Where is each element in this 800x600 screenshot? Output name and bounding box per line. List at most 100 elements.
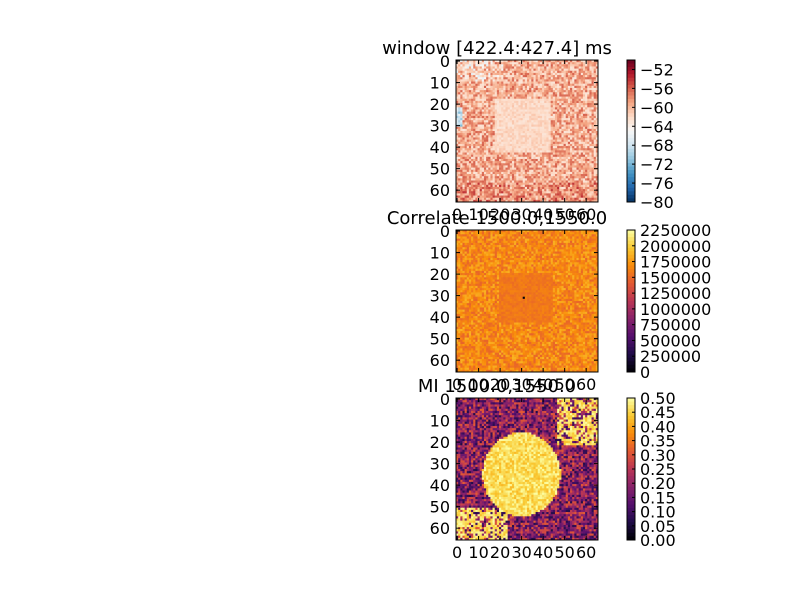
heatmap-cell — [570, 240, 573, 244]
heatmap-cell — [511, 180, 515, 183]
heatmap-cell — [494, 115, 498, 119]
heatmap-cell — [593, 174, 597, 177]
x-tick-label: 20 — [490, 205, 510, 224]
heatmap-cell — [466, 156, 470, 160]
heatmap-cell — [468, 85, 472, 89]
heatmap-cell — [486, 143, 489, 147]
heatmap-cell — [593, 242, 597, 246]
heatmap-cell — [574, 232, 577, 235]
heatmap-cell — [522, 139, 526, 143]
heatmap-cell — [559, 81, 562, 85]
heatmap-cell — [505, 68, 508, 72]
heatmap-cell — [514, 163, 517, 166]
heatmap-cell — [490, 81, 493, 85]
heatmap-cell — [466, 115, 470, 119]
heatmap-cell — [483, 143, 487, 147]
heatmap-cell — [595, 62, 599, 65]
heatmap-cell — [574, 94, 577, 97]
heatmap-cell — [511, 139, 515, 143]
heatmap-cell — [550, 81, 554, 85]
heatmap-cell — [550, 154, 554, 158]
heatmap-cell — [539, 158, 543, 162]
heatmap-cell — [570, 195, 573, 199]
heatmap-cell — [475, 171, 478, 175]
heatmap-cell — [572, 163, 575, 166]
heatmap-cell — [557, 163, 560, 166]
heatmap-cell — [535, 98, 539, 102]
heatmap-cell — [535, 107, 539, 110]
heatmap-cell — [531, 98, 534, 102]
heatmap-cell — [471, 79, 474, 82]
heatmap-cell — [520, 135, 524, 138]
heatmap-cell — [458, 148, 461, 151]
heatmap-cell — [518, 232, 521, 235]
heatmap-cell — [572, 148, 575, 151]
heatmap-cell — [550, 242, 554, 246]
heatmap-cell — [550, 191, 554, 194]
heatmap-cell — [462, 191, 465, 194]
heatmap-cell — [518, 156, 521, 160]
heatmap-cell — [524, 111, 528, 115]
heatmap-cell — [456, 234, 459, 237]
heatmap-cell — [559, 191, 562, 194]
heatmap-cell — [565, 195, 569, 199]
heatmap-cell — [539, 64, 543, 67]
heatmap-cell — [520, 158, 524, 162]
heatmap-cell — [544, 124, 547, 128]
heatmap-cell — [550, 167, 554, 171]
heatmap-cell — [595, 199, 599, 203]
heatmap-cell — [567, 126, 571, 130]
heatmap-cell — [576, 92, 579, 95]
heatmap-cell — [516, 94, 519, 97]
heatmap-cell — [501, 189, 504, 192]
heatmap-cell — [520, 236, 524, 239]
heatmap-cell — [544, 120, 547, 123]
heatmap-cell — [535, 189, 539, 192]
heatmap-cell — [456, 90, 459, 93]
heatmap-cell — [544, 131, 547, 134]
heatmap-cell — [535, 64, 539, 67]
heatmap-cell — [567, 83, 571, 87]
heatmap-cell — [550, 68, 554, 72]
heatmap-cell — [473, 167, 476, 171]
heatmap-cell — [492, 189, 496, 192]
colorbar-segment — [627, 177, 635, 182]
heatmap-cell — [501, 98, 504, 102]
heatmap-cell — [531, 245, 534, 248]
heatmap-cell — [458, 87, 461, 91]
heatmap-cell — [458, 109, 461, 112]
heatmap-cell — [535, 240, 539, 244]
heatmap-cell — [460, 83, 463, 87]
heatmap-cell — [570, 184, 573, 188]
heatmap-cell — [496, 87, 500, 91]
heatmap-cell — [546, 113, 549, 117]
heatmap-cell — [567, 154, 571, 158]
heatmap-cell — [544, 148, 547, 151]
heatmap-cell — [535, 195, 539, 199]
heatmap-cell — [464, 146, 468, 149]
heatmap-cell — [492, 66, 496, 69]
heatmap-cell — [496, 113, 500, 117]
heatmap-cell — [471, 232, 474, 235]
heatmap-cell — [591, 238, 595, 242]
heatmap-cell — [580, 148, 584, 151]
heatmap-cell — [552, 154, 556, 158]
heatmap-cell — [473, 186, 476, 190]
heatmap-cell — [580, 75, 584, 78]
heatmap-cell — [475, 72, 478, 76]
heatmap-cell — [486, 94, 489, 97]
heatmap-cell — [582, 236, 586, 239]
heatmap-cell — [533, 232, 536, 235]
heatmap-cell — [479, 171, 483, 175]
heatmap-cell — [460, 180, 463, 183]
heatmap-cell — [468, 240, 472, 244]
heatmap-cell — [559, 64, 562, 67]
heatmap-cell — [520, 100, 524, 104]
heatmap-cell — [466, 148, 470, 151]
heatmap-cell — [550, 107, 554, 110]
heatmap-cell — [554, 77, 558, 80]
heatmap-cell — [483, 122, 487, 125]
heatmap-cell — [565, 165, 569, 168]
heatmap-cell — [466, 107, 470, 110]
heatmap-cell — [524, 178, 528, 181]
